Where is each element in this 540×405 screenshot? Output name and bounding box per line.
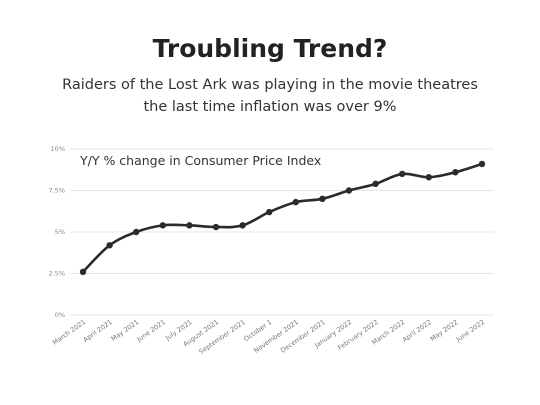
data-point [372, 180, 379, 188]
grid-lines [70, 148, 494, 316]
x-tick-label: June 2021 [135, 318, 167, 344]
x-tick-label: June 2022 [454, 318, 486, 344]
y-tick-label: 2.5% [48, 270, 65, 278]
cpi-series-points [79, 160, 486, 276]
y-tick-label: 0% [55, 311, 65, 319]
chart-title: Troubling Trend? [152, 34, 388, 63]
y-axis-ticks: 0% 2.5% 5% 7.5% 10% [48, 145, 65, 319]
x-tick-label: April 2021 [82, 318, 114, 344]
data-point [478, 160, 486, 168]
x-tick-label: April 2022 [401, 318, 433, 344]
chart-subtitle: Raiders of the Lost Ark was playing in t… [0, 74, 540, 118]
x-tick-label: March 2021 [51, 318, 87, 347]
y-axis-label: Y/Y % change in Consumer Price Index [79, 153, 321, 168]
cpi-series-line [81, 162, 484, 274]
data-point [159, 222, 166, 229]
data-point [425, 174, 432, 181]
data-point [266, 208, 273, 216]
data-point [292, 198, 299, 206]
data-point [452, 169, 459, 176]
data-point [345, 187, 353, 194]
x-tick-label: May 2021 [110, 318, 141, 343]
data-point [239, 222, 246, 229]
data-point [186, 222, 193, 229]
y-tick-label: 10% [51, 145, 65, 153]
data-point [212, 223, 220, 231]
y-tick-label: 5% [55, 228, 65, 236]
data-point [79, 268, 87, 276]
subtitle-line-1: Raiders of the Lost Ark was playing in t… [62, 77, 478, 93]
data-point [133, 228, 140, 236]
data-point [399, 170, 406, 178]
data-point [106, 242, 113, 249]
data-point [319, 195, 326, 202]
x-tick-label: September 2021 [197, 318, 246, 356]
subtitle-line-2: the last time inflation was over 9% [143, 99, 397, 115]
x-tick-label: May 2022 [429, 318, 460, 343]
y-tick-label: 7.5% [48, 187, 65, 195]
